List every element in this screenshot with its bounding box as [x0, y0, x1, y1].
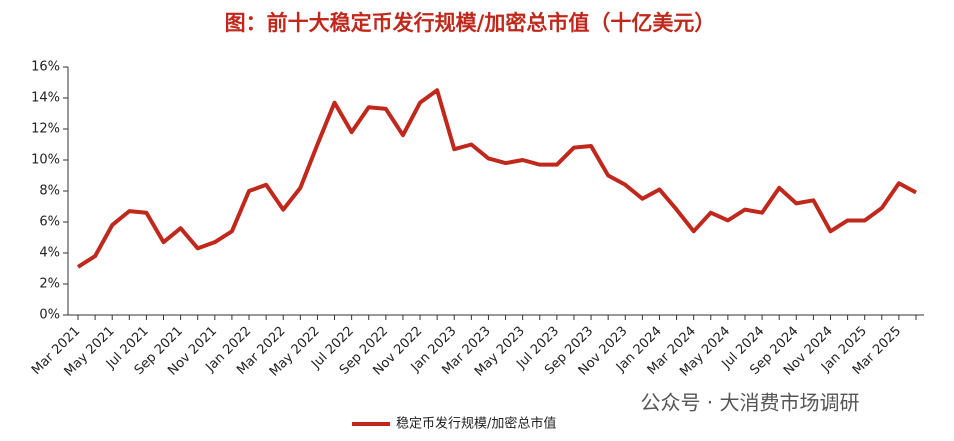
y-tick-label: 2%: [39, 277, 60, 292]
y-tick-label: 0%: [39, 308, 60, 323]
y-tick-label: 12%: [31, 122, 60, 137]
y-tick-label: 4%: [39, 246, 60, 261]
chart-title: 图：前十大稳定币发行规模/加密总市值（十亿美元）: [225, 11, 716, 35]
y-tick-label: 8%: [39, 184, 60, 199]
watermark: 公众号 · 大消费市场调研: [640, 391, 859, 415]
y-tick-label: 10%: [31, 153, 60, 168]
y-tick-label: 14%: [31, 91, 60, 106]
y-tick-label: 16%: [31, 60, 60, 75]
legend-label: 稳定币发行规模/加密总市值: [396, 416, 556, 432]
y-tick-label: 6%: [39, 215, 60, 230]
data-line: [76, 88, 917, 269]
